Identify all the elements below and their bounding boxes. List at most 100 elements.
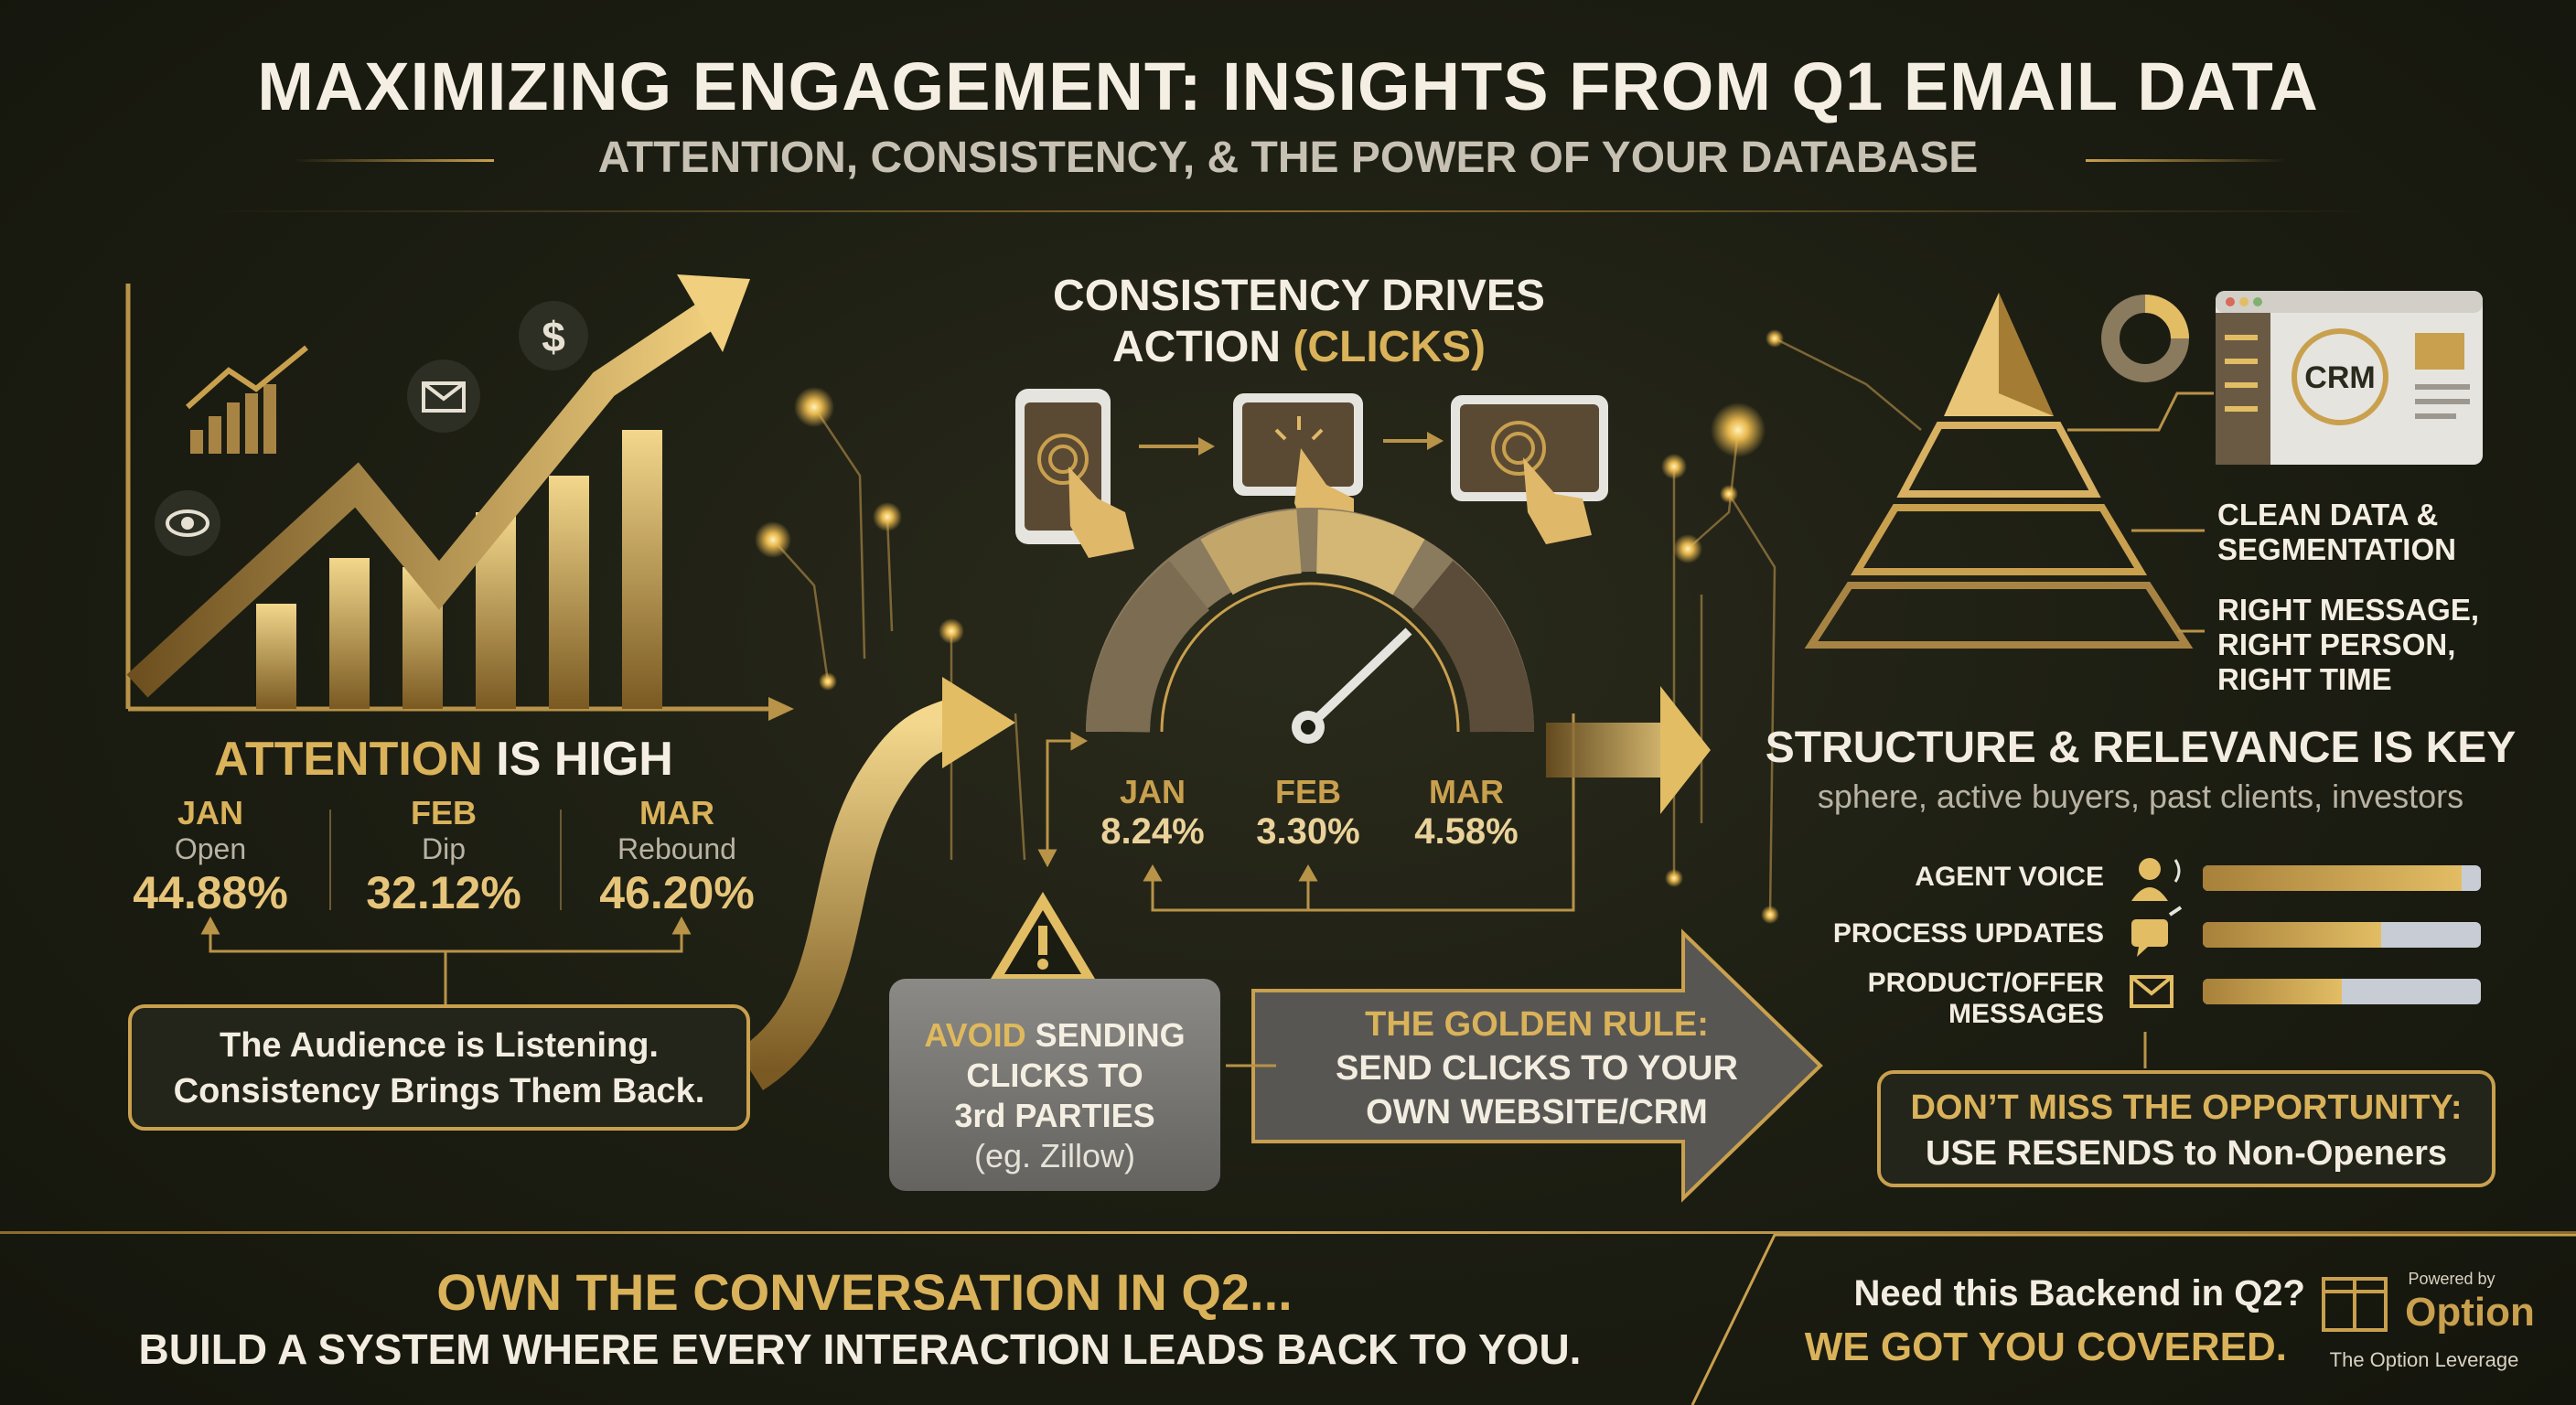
eye-icon <box>155 490 220 556</box>
attention-heading-accent: ATTENTION <box>214 733 483 786</box>
opportunity-callout: DON’T MISS THE OPPORTUNITY: USE RESENDS … <box>1877 1070 2496 1187</box>
structure-subheading: sphere, active buyers, past clients, inv… <box>1817 778 2464 815</box>
footer-rule <box>0 1231 2576 1234</box>
footer-question: Need this Backend in Q2? <box>1853 1273 2305 1314</box>
golden-rule-line3: OWN WEBSITE/CRM <box>1366 1093 1708 1132</box>
pyramid-connectors <box>2067 391 2214 633</box>
pyramid-label-line: CLEAN DATA & <box>2217 498 2439 531</box>
audience-line2: Consistency Brings Them Back. <box>173 1072 705 1110</box>
bar-fill <box>2203 922 2381 948</box>
pyramid-illustration <box>1804 293 2194 649</box>
stat-value: 44.88% <box>133 867 288 918</box>
dollar-icon: $ <box>519 301 588 370</box>
stat-divider <box>329 810 331 910</box>
stat-value: 46.20% <box>599 867 755 918</box>
row-label-product-offer: PRODUCT/OFFER MESSAGES <box>1867 968 2104 1029</box>
brand-name: Option <box>2405 1290 2535 1335</box>
structure-heading: STRUCTURE & RELEVANCE IS KEY <box>1765 724 2517 772</box>
bar-process-updates <box>2203 922 2481 948</box>
golden-rule-title: THE GOLDEN RULE: <box>1365 1005 1709 1044</box>
pyramid-label-clean-data: CLEAN DATA & SEGMENTATION <box>2217 498 2456 567</box>
click-rate-gauge <box>1086 508 1534 744</box>
envelope-circle-icon <box>407 359 480 433</box>
footer-covered: WE GOT YOU COVERED. <box>1804 1325 2287 1369</box>
crm-label: CRM <box>2304 360 2376 395</box>
gauge-connectors <box>1037 713 1575 912</box>
glow-nodes <box>755 329 1784 924</box>
speaking-person-icon <box>2131 858 2181 901</box>
pyramid-label-line: RIGHT MESSAGE, <box>2217 593 2480 627</box>
stat-month: MAR <box>639 794 714 831</box>
network-lines <box>772 337 1922 916</box>
attention-heading: ATTENTION IS HIGH <box>156 732 732 787</box>
gauge-value: 8.24% <box>1100 811 1205 852</box>
golden-rule-line2: SEND CLICKS TO YOUR <box>1336 1049 1738 1088</box>
row-label-process-updates: PROCESS UPDATES <box>1832 918 2104 949</box>
stat-divider <box>560 810 562 910</box>
footer-divider <box>1690 1233 2576 1405</box>
arrow-to-pyramid <box>1546 686 1711 814</box>
avoid-callout: AVOID SENDING CLICKS TO 3rd PARTIES (eg.… <box>889 979 1220 1191</box>
warning-icon <box>988 892 1098 983</box>
avoid-example: (eg. Zillow) <box>973 1137 1136 1174</box>
stat-value: 32.12% <box>366 867 521 918</box>
opportunity-line2: USE RESENDS to Non-Openers <box>1925 1134 2448 1173</box>
bar-fill <box>2203 865 2462 891</box>
stat-label: Open <box>174 832 247 865</box>
footer-headline: OWN THE CONVERSATION IN Q2... <box>436 1263 1293 1321</box>
envelope-icon <box>2130 975 2174 1008</box>
avoid-rest: SENDING <box>1025 1016 1186 1054</box>
subtitle-rule-right <box>2086 159 2287 162</box>
gauge-stat-feb: FEB 3.30% <box>1230 773 1386 853</box>
gauge-month: JAN <box>1119 773 1186 810</box>
bar-fill <box>2203 979 2342 1004</box>
avoid-line3: 3rd PARTIES <box>954 1097 1155 1134</box>
bar-product-offer <box>2203 979 2481 1004</box>
stat-month: JAN <box>177 794 244 831</box>
gauge-value: 3.30% <box>1256 811 1360 852</box>
audience-callout: The Audience is Listening. Consistency B… <box>128 1004 750 1131</box>
tablet-icon <box>1451 395 1608 544</box>
avoid-accent: AVOID <box>924 1016 1026 1054</box>
stat-jan: JAN Open 44.88% <box>101 794 320 919</box>
attention-heading-rest: IS HIGH <box>482 733 673 786</box>
pyramid-label-line: SEGMENTATION <box>2217 532 2456 566</box>
svg-text:$: $ <box>542 313 565 360</box>
stat-mar: MAR Rebound 46.20% <box>567 794 787 919</box>
opportunity-line1: DON’T MISS THE OPPORTUNITY: <box>1910 1089 2463 1127</box>
gauge-month: MAR <box>1429 773 1504 810</box>
gauge-stat-mar: MAR 4.58% <box>1389 773 1544 853</box>
stat-bracket <box>200 916 692 1004</box>
consistency-heading-accent: (CLICKS) <box>1293 323 1486 371</box>
tablet-icon <box>1015 389 1134 558</box>
arrow-right-2 <box>1383 432 1444 450</box>
stat-label: Rebound <box>617 832 736 865</box>
stat-feb: FEB Dip 32.12% <box>334 794 553 919</box>
brand-tagline: The Option Leverage <box>2329 1348 2519 1371</box>
consistency-heading: CONSISTENCY DRIVES ACTION (CLICKS) <box>970 271 1628 373</box>
tablet-icon <box>1233 393 1363 540</box>
powered-by-label: Powered by <box>2408 1270 2496 1288</box>
audience-line1: The Audience is Listening. <box>220 1026 659 1065</box>
consistency-heading-line2: ACTION <box>1112 323 1293 371</box>
pyramid-label-line: RIGHT TIME <box>2217 662 2392 696</box>
arrow-right-1 <box>1139 437 1215 456</box>
page-title: MAXIMIZING ENGAGEMENT: INSIGHTS FROM Q1 … <box>257 48 2319 124</box>
curved-arrow <box>736 677 1015 1090</box>
golden-rule-text: THE GOLDEN RULE: SEND CLICKS TO YOUR OWN… <box>1299 1003 1775 1134</box>
consistency-heading-line1: CONSISTENCY DRIVES <box>1053 272 1545 320</box>
header-divider <box>201 210 2378 212</box>
option-logo <box>2322 1277 2388 1332</box>
subtitle-rule-left <box>293 159 494 162</box>
gauge-month: FEB <box>1275 773 1341 810</box>
pyramid-label-line: RIGHT PERSON, <box>2217 627 2456 661</box>
avoid-line2: CLICKS TO <box>966 1056 1143 1094</box>
crm-window-icon <box>2216 291 2483 465</box>
gauge-value: 4.58% <box>1414 811 1519 852</box>
growth-chart-illustration <box>125 274 794 721</box>
stat-month: FEB <box>411 794 477 831</box>
donut-chart-icon <box>2101 295 2189 382</box>
page-subtitle: ATTENTION, CONSISTENCY, & THE POWER OF Y… <box>597 134 1979 182</box>
golden-rule-arrow <box>1226 928 1823 1203</box>
